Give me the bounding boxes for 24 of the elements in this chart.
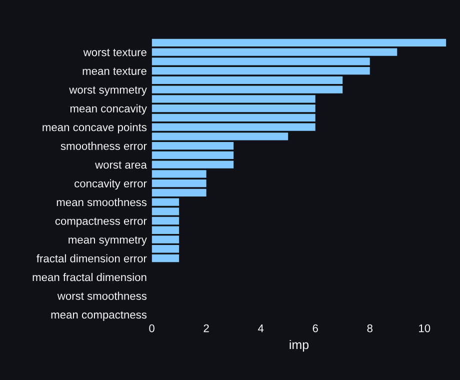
y-tick-label: mean concave points (42, 123, 147, 134)
x-tick-label: 10 (419, 324, 430, 332)
x-tick-label: 2 (204, 324, 209, 332)
x-tick-label: 4 (258, 324, 264, 332)
y-tick-label: worst symmetry (69, 86, 147, 96)
x-tick-label: 0 (149, 324, 154, 332)
y-tick-label: concavity error (74, 179, 147, 190)
y-tick-label: worst texture (83, 48, 146, 56)
x-tick-label: 8 (367, 324, 372, 332)
y-tick-label: worst smoothness (57, 292, 147, 300)
y-tick-label: mean compactness (51, 311, 147, 321)
y-tick-label: mean fractal dimension (32, 272, 146, 282)
y-tick-label: fractal dimension error (36, 254, 147, 262)
y-tick-label: mean concavity (70, 104, 147, 115)
y-tick-label: worst area (95, 161, 147, 169)
y-tick-label: mean smoothness (56, 198, 147, 206)
bar (152, 254, 180, 262)
y-tick-label: mean symmetry (68, 236, 147, 246)
y-tick-label: mean texture (82, 68, 146, 75)
y-tick-label: compactness error (55, 218, 147, 228)
x-axis-title: imp (290, 340, 309, 352)
x-tick-label: 6 (312, 324, 318, 332)
y-tick-label: smoothness error (60, 142, 147, 150)
bar (152, 216, 180, 225)
